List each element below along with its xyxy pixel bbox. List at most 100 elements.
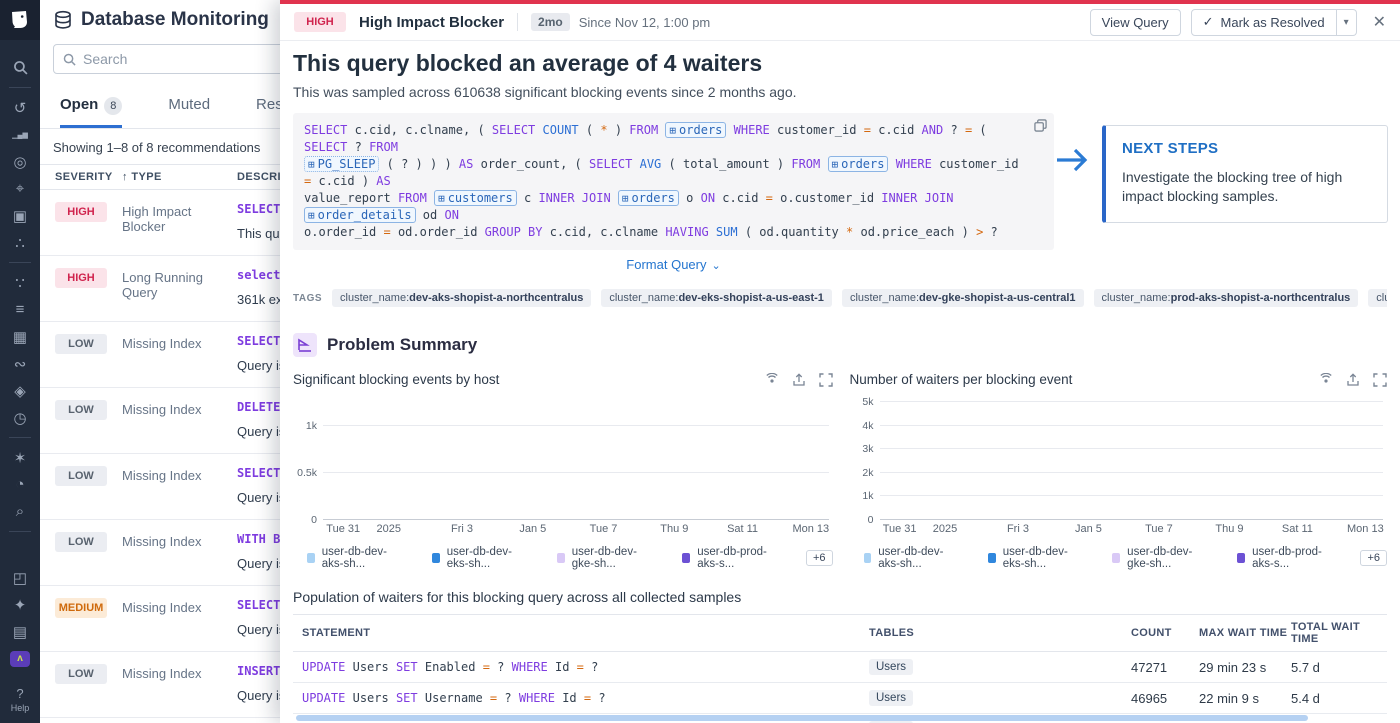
watchdog-icon[interactable]: ⌖: [15, 180, 25, 197]
table-chip[interactable]: ⊞ PG_SLEEP: [304, 156, 380, 172]
close-icon[interactable]: ✕: [1372, 14, 1386, 31]
description-sql-snippet: INSERT: [237, 664, 281, 678]
chart-plot-area[interactable]: 5k 4k 3k 2k 1k 0: [862, 396, 1383, 526]
waiters-col-max-wait-time[interactable]: MAX WAIT TIME: [1199, 627, 1288, 639]
col-severity[interactable]: SEVERITY: [55, 171, 113, 183]
y-axis-tick: 3k: [862, 443, 874, 456]
containers-icon[interactable]: ▣: [12, 207, 28, 225]
x-axis-tick: Thu 9: [1215, 523, 1244, 535]
table-chip[interactable]: ⊞ orders: [617, 190, 679, 206]
gridline: 1k: [862, 490, 1383, 502]
next-steps-text: Investigate the blocking tree of high im…: [1122, 169, 1343, 204]
legend-item[interactable]: user-db-dev-gke-sh...: [1112, 546, 1211, 570]
waiters-col-count[interactable]: COUNT: [1131, 627, 1172, 639]
waiters-col-statement[interactable]: STATEMENT: [302, 627, 371, 639]
alert-signal-icon[interactable]: [765, 372, 779, 387]
description-text: This quer: [237, 226, 292, 241]
recommendation-panel: HIGH High Impact Blocker 2mo Since Nov 1…: [280, 0, 1400, 723]
legend-item[interactable]: user-db-dev-eks-sh...: [431, 546, 531, 570]
tab-open[interactable]: Open 8: [60, 96, 123, 128]
window-stack-icon[interactable]: ▤: [12, 623, 28, 641]
chart-plot-area[interactable]: 1k 0.5k 0: [297, 401, 829, 526]
legend-item[interactable]: user-db-dev-aks-sh...: [307, 546, 406, 570]
legend-item[interactable]: user-db-dev-gke-sh...: [556, 546, 657, 570]
processes-icon[interactable]: ∵: [15, 274, 25, 292]
legend-item[interactable]: user-db-dev-eks-sh...: [987, 546, 1086, 570]
table-chip[interactable]: ⊞ orders: [665, 122, 727, 138]
fullscreen-icon[interactable]: [1373, 372, 1387, 387]
threat-icon[interactable]: ✶: [13, 449, 27, 467]
legend-item[interactable]: user-db-dev-aks-sh...: [863, 546, 962, 570]
severity-cell: HIGH: [55, 202, 122, 255]
sql-token: SUM: [715, 225, 738, 239]
tag-pill[interactable]: cluster_name:dev-eks-shopist-a-us-east-1: [601, 289, 832, 307]
nav-divider: [9, 87, 31, 88]
sql-token: o: [686, 191, 694, 205]
history-icon[interactable]: ↺: [13, 99, 27, 117]
extensions-icon[interactable]: ◰: [12, 569, 28, 587]
type-cell: Missing Index: [122, 534, 202, 549]
mark-resolved-button[interactable]: ✓ Mark as Resolved: [1190, 8, 1337, 36]
search-icon: [63, 53, 76, 66]
metrics-icon[interactable]: ▁▄▆: [12, 131, 28, 139]
sparkle-icon[interactable]: ✦: [13, 596, 27, 614]
waiters-col-tables[interactable]: TABLES: [869, 627, 914, 639]
tab-muted[interactable]: Muted: [168, 96, 211, 113]
table-chip[interactable]: ⊞ order_details: [304, 207, 416, 223]
tag-pill[interactable]: cluster_name:dev-aks-shopist-a-northcent…: [332, 289, 592, 307]
copy-icon[interactable]: [1034, 119, 1047, 137]
bits-ai-icon[interactable]: ᴧ: [0, 645, 40, 672]
view-query-button[interactable]: View Query: [1089, 8, 1181, 36]
horizontal-scrollbar[interactable]: [296, 715, 1308, 721]
legend-more-badge[interactable]: +6: [1360, 550, 1387, 566]
export-icon[interactable]: [1346, 372, 1360, 387]
sql-token: =: [482, 660, 490, 674]
legend-item[interactable]: user-db-prod-aks-s...: [1237, 546, 1334, 570]
alert-signal-icon[interactable]: [1319, 372, 1333, 387]
waiter-max-wait: 22 min 9 s: [1199, 690, 1259, 706]
waiter-statement: UPDATE Users SET Username = ? WHERE Id =…: [302, 691, 869, 705]
search-icon[interactable]: [0, 54, 40, 81]
table-chip[interactable]: ⊞ customers: [434, 190, 517, 206]
sql-token: o.order_id: [304, 225, 377, 239]
x-axis-tick: Tue 7: [1145, 523, 1173, 535]
help-button[interactable]: ? Help: [11, 678, 30, 723]
tag-pill[interactable]: cluster_name:prod-eks-shopist-a-us-east-…: [1368, 289, 1387, 307]
resolve-dropdown-button[interactable]: ▾: [1336, 8, 1357, 36]
sql-token: INNER JOIN: [881, 191, 954, 205]
tag-pill[interactable]: cluster_name:prod-aks-shopist-a-northcen…: [1093, 289, 1359, 307]
waiters-row[interactable]: UPDATE Users SET Enabled = ? WHERE Id = …: [293, 652, 1387, 683]
gauge-icon[interactable]: ◔: [15, 476, 25, 493]
integrations-icon[interactable]: ∾: [13, 355, 27, 373]
fullscreen-icon[interactable]: [818, 372, 833, 387]
infrastructure-icon[interactable]: ◎: [13, 153, 27, 171]
waiters-row[interactable]: UPDATE Users SET Username = ? WHERE Id =…: [293, 683, 1387, 714]
audit-search-icon[interactable]: ⌕: [15, 503, 25, 520]
export-icon[interactable]: [792, 372, 806, 387]
format-query-link[interactable]: Format Query ⌄: [626, 257, 721, 272]
col-type[interactable]: ↑ TYPE: [122, 171, 162, 183]
y-axis-tick: 4k: [862, 419, 874, 432]
security-icon[interactable]: ◈: [14, 382, 26, 400]
dashboards-icon[interactable]: ▦: [12, 328, 28, 346]
waiter-tables: Users: [869, 721, 1131, 723]
tag-pill[interactable]: cluster_name:dev-gke-shopist-a-us-centra…: [841, 289, 1084, 307]
sql-code-block[interactable]: SELECT c.cid, c.clname, ( SELECT COUNT (…: [293, 113, 1054, 250]
legend-more-badge[interactable]: +6: [805, 550, 833, 566]
legend-label: user-db-dev-aks-sh...: [878, 546, 944, 570]
service-map-icon[interactable]: ∴: [15, 234, 25, 252]
sql-token: ?: [504, 691, 512, 705]
datadog-logo[interactable]: [0, 0, 40, 40]
table-pill[interactable]: Users: [869, 659, 914, 675]
legend-item[interactable]: user-db-prod-aks-s...: [682, 546, 779, 570]
gridline: 0.5k: [297, 467, 829, 479]
table-chip[interactable]: ⊞ orders: [827, 156, 889, 172]
waiters-col-total-wait-time[interactable]: TOTAL WAIT TIME: [1291, 621, 1360, 645]
traces-icon[interactable]: ≡: [15, 301, 25, 318]
sql-token: Users: [352, 660, 389, 674]
table-pill[interactable]: Users: [869, 690, 914, 706]
tag-pill-list: cluster_name:dev-aks-shopist-a-northcent…: [332, 289, 1387, 307]
panel-header: HIGH High Impact Blocker 2mo Since Nov 1…: [280, 4, 1400, 41]
monitors-icon[interactable]: ◷: [13, 409, 27, 427]
table-pill[interactable]: Users: [869, 721, 914, 723]
